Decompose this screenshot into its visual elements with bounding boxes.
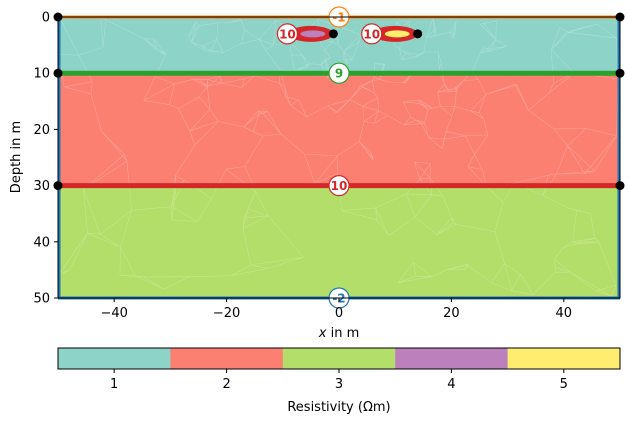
colorbar-tick-label: 3 [335, 377, 343, 392]
marker-circle [328, 62, 350, 84]
inclusion-4 [300, 30, 326, 38]
marker-inclusion-2: 10 [361, 23, 383, 45]
colorbar [57, 347, 621, 370]
y-tick-label: 30 [33, 179, 50, 194]
marker-circle [276, 23, 299, 45]
marker-label: 10 [331, 179, 348, 193]
x-tick-label: 40 [556, 306, 573, 321]
y-axis-label: Depth in m [9, 121, 24, 193]
region-3 [58, 185, 620, 298]
mesh-nodes [53, 12, 625, 191]
y-tick-label: 40 [33, 235, 50, 250]
marker-inclusion-1: 10 [276, 23, 299, 45]
colorbar-tick-label: 5 [560, 377, 568, 392]
y-tick-label: 20 [33, 123, 50, 138]
x-tick-label: −20 [213, 306, 240, 321]
marker-label: 9 [335, 67, 343, 81]
y-tick-label: 50 [33, 292, 50, 307]
x-tick-label: 0 [335, 306, 343, 321]
colorbar-swatch-1 [58, 348, 171, 369]
mesh-node [413, 29, 423, 39]
inclusion-5 [384, 30, 410, 38]
marker-label: 10 [279, 27, 296, 41]
y-axis: 0 10 20 30 40 50 [33, 11, 58, 307]
colorbar-swatch-4 [395, 348, 509, 369]
y-tick-label: 0 [42, 11, 50, 26]
x-tick-label: −40 [100, 306, 127, 321]
marker-layer1: 9 [328, 62, 350, 84]
colorbar-swatch-2 [170, 348, 284, 369]
x-axis-label: x in m [318, 326, 359, 341]
x-axis: −40 −20 0 20 40 [100, 298, 572, 321]
x-tick-label: 20 [443, 306, 460, 321]
colorbar-swatch-5 [507, 348, 621, 369]
colorbar-label: Resistivity (Ωm) [287, 400, 390, 415]
colorbar-ticks: 1 2 3 4 5 [110, 369, 568, 392]
colorbar-tick-label: 4 [447, 377, 455, 392]
colorbar-tick-label: 2 [222, 377, 230, 392]
marker-layer2: 10 [328, 175, 350, 197]
marker-circle [361, 23, 383, 45]
region-2 [58, 73, 620, 186]
marker-label: 10 [363, 27, 380, 41]
colorbar-swatch-3 [282, 348, 396, 369]
marker-circle [328, 175, 350, 197]
colorbar-tick-label: 1 [110, 377, 118, 392]
mesh-regions [58, 17, 620, 298]
y-tick-label: 10 [33, 67, 50, 82]
mesh-node [328, 29, 338, 39]
inclusions [288, 25, 418, 42]
